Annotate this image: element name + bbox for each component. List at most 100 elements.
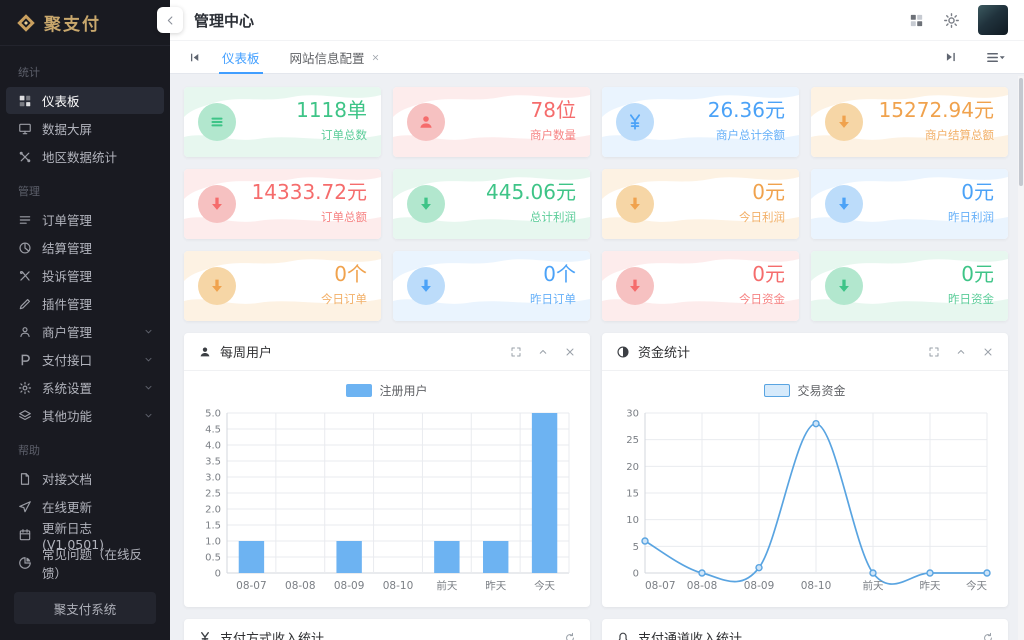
app-logo: 聚支付 [0, 0, 170, 46]
sidebar-item[interactable]: 支付接口 [6, 346, 164, 373]
settle-icon [18, 241, 32, 255]
settings-icon [18, 381, 32, 395]
update-icon [18, 500, 32, 514]
arrow-down-icon [825, 103, 863, 141]
stat-card-value: 1118单 [296, 98, 367, 122]
income-panel: 支付通道收入统计 [602, 619, 1008, 640]
stat-card-label: 今日利润 [739, 210, 785, 224]
sidebar-item[interactable]: 更新日志 (V1.0501) [6, 521, 164, 552]
panel-header: 支付方式收入统计 [184, 619, 590, 640]
chart-legend[interactable]: 注册用户 [194, 379, 580, 401]
sidebar-item-label: 商户管理 [42, 325, 93, 340]
tab-scroll-first-icon[interactable] [182, 51, 207, 64]
sidebar-item[interactable]: 其他功能 [6, 402, 164, 429]
sidebar-item[interactable]: 常见问题（在线反馈） [6, 547, 164, 580]
fullscreen-icon[interactable] [928, 346, 940, 358]
dashboard-icon [18, 94, 32, 108]
stat-card-value: 14333.72元 [251, 180, 367, 204]
stat-card-value: 445.06元 [486, 180, 576, 204]
close-icon[interactable] [982, 346, 994, 358]
card-wave-decoration [602, 251, 799, 321]
panel-header: 资金统计 [602, 333, 1008, 371]
arrow-down-icon [198, 185, 236, 223]
tab-menu-icon[interactable] [980, 50, 1012, 65]
user-avatar[interactable] [978, 5, 1008, 35]
stat-card-label: 订单总额 [321, 210, 367, 224]
tab-scroll-last-icon[interactable] [938, 50, 964, 64]
refresh-icon[interactable] [564, 632, 576, 640]
apps-grid-icon[interactable] [908, 12, 925, 29]
order-icon [18, 213, 32, 227]
charts-row: 每周用户注册用户 0 0.5 1.0 1.5 2.0 2.5 3.0 3.5 4.0 4.5 5.0 0… [184, 333, 1008, 607]
sidebar-item[interactable]: 结算管理 [6, 234, 164, 261]
panel-title: 每周用户 [220, 346, 273, 361]
sidebar-item[interactable]: 在线更新 [6, 493, 164, 520]
sidebar-item[interactable]: 地区数据统计 [6, 143, 164, 170]
sidebar-item[interactable]: 插件管理 [6, 290, 164, 317]
stat-card-label: 商户结算总额 [925, 128, 994, 142]
scrollbar-thumb[interactable] [1019, 78, 1023, 186]
card-wave-decoration [393, 87, 590, 157]
yen-icon [616, 103, 654, 141]
close-icon[interactable] [371, 53, 380, 62]
chevron-down-icon [143, 326, 154, 337]
sidebar-section-label: 帮助 [18, 444, 40, 457]
caret-up-icon[interactable] [955, 346, 967, 358]
sidebar-item-label: 更新日志 (V1.0501) [42, 520, 105, 552]
bottom-panels-row: 支付方式收入统计 支付通道收入统计 [184, 619, 1008, 640]
stat-card: 0个 今日订单 [184, 251, 381, 321]
sidebar-section-label: 统计 [18, 66, 40, 79]
svg-text:30: 30 [626, 409, 639, 420]
panel-title: 资金统计 [638, 346, 691, 361]
stat-card-value: 78位 [530, 98, 576, 122]
merchant-icon [18, 325, 32, 339]
yen-icon [198, 631, 212, 640]
fullscreen-icon[interactable] [510, 346, 522, 358]
close-icon[interactable] [564, 346, 576, 358]
sidebar-item[interactable]: 投诉管理 [6, 262, 164, 289]
list-icon [198, 103, 236, 141]
sidebar-item[interactable]: 订单管理 [6, 206, 164, 233]
stat-card-value: 0元 [961, 262, 994, 286]
sidebar-item[interactable]: 商户管理 [6, 318, 164, 345]
sidebar-item-label: 数据大屏 [42, 122, 93, 137]
sidebar-item[interactable]: 系统设置 [6, 374, 164, 401]
svg-text:20: 20 [626, 462, 639, 473]
sidebar-item[interactable]: 仪表板 [6, 87, 164, 114]
card-wave-decoration [811, 87, 1008, 157]
person-icon [407, 103, 445, 141]
sidebar-item[interactable]: 对接文档 [6, 465, 164, 492]
income-panel: 支付方式收入统计 [184, 619, 590, 640]
card-wave-decoration [184, 251, 381, 321]
card-wave-decoration [811, 251, 1008, 321]
stat-card: 445.06元 总计利润 [393, 169, 590, 239]
stat-card-value: 0元 [961, 180, 994, 204]
chart-panel: 每周用户注册用户 0 0.5 1.0 1.5 2.0 2.5 3.0 3.5 4.0 4.5 5.0 0… [184, 333, 590, 607]
person-icon [198, 345, 212, 359]
tab[interactable]: 仪表板 [207, 41, 275, 74]
caret-up-icon[interactable] [537, 346, 549, 358]
svg-text:前天: 前天 [436, 579, 457, 592]
legend-swatch [764, 383, 791, 397]
theme-sun-icon[interactable] [943, 12, 960, 29]
bar-chart: 0 0.5 1.0 1.5 2.0 2.5 3.0 3.5 4.0 4.5 5.0 08-07 08-0… [205, 409, 570, 592]
arrow-down-icon [825, 185, 863, 223]
scrollbar [1018, 76, 1024, 640]
chevron-down-icon [143, 382, 154, 393]
sidebar-item[interactable]: 数据大屏 [6, 115, 164, 142]
main-area: 管理中心 仪表板 网站信息配置 1118单 订单总数 78位 商户数量 26.36元 商户总… [157, 0, 1024, 640]
sidebar-item-label: 对接文档 [42, 472, 93, 487]
stat-card-label: 订单总数 [321, 128, 367, 142]
tab[interactable]: 网站信息配置 [275, 41, 395, 73]
stat-card-label: 昨日利润 [948, 210, 994, 224]
svg-text:今天: 今天 [534, 579, 556, 592]
stat-card-value: 0元 [752, 262, 785, 286]
stat-card-value: 15272.94元 [878, 98, 994, 122]
stat-card-value: 26.36元 [707, 98, 785, 122]
stat-card: 78位 商户数量 [393, 87, 590, 157]
chart-legend[interactable]: 交易资金 [612, 379, 998, 401]
svg-text:4.5: 4.5 [205, 425, 221, 436]
system-name-button[interactable]: 聚支付系统 [14, 592, 156, 624]
sidebar-collapse-button[interactable] [157, 7, 183, 33]
refresh-icon[interactable] [982, 632, 994, 640]
